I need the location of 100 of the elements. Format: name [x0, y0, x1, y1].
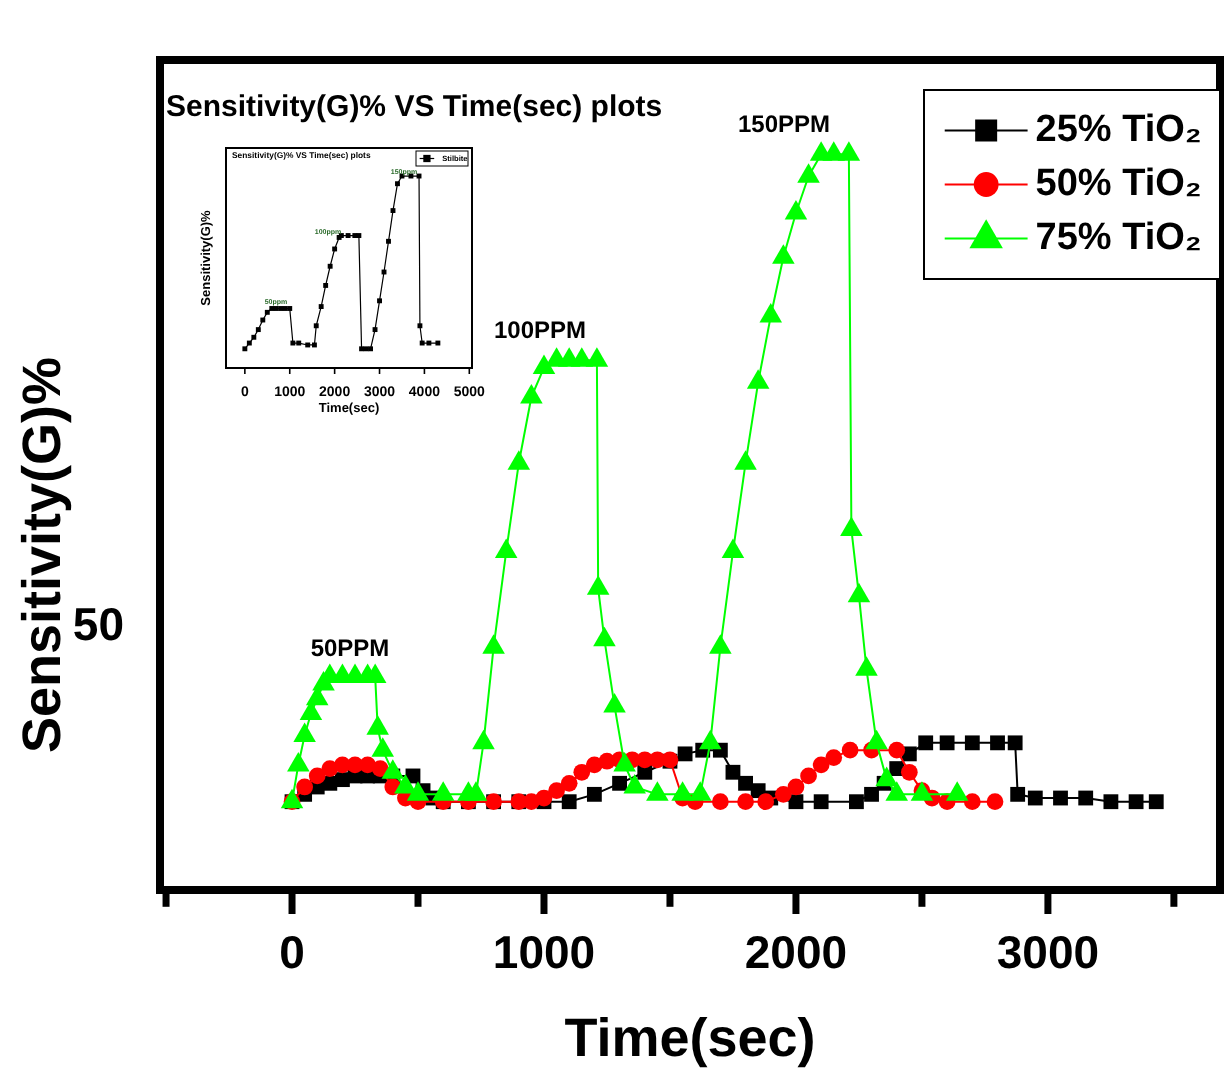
point: [623, 773, 646, 794]
point: [371, 760, 389, 777]
point: [677, 746, 693, 762]
point: [280, 788, 304, 809]
point: [287, 751, 310, 772]
point: [825, 749, 843, 766]
point: [264, 309, 270, 315]
point: [840, 516, 863, 536]
point: [296, 778, 313, 796]
point: [1148, 794, 1164, 810]
point: [507, 450, 531, 470]
point: [394, 773, 417, 794]
point: [612, 775, 627, 791]
x-tick-label: 2000: [744, 926, 848, 978]
point: [709, 634, 732, 654]
y-axis-title: Sensitivity(G)%: [12, 356, 72, 754]
point: [797, 163, 820, 183]
point: [532, 354, 556, 375]
point: [251, 334, 257, 340]
point: [464, 781, 488, 801]
point: [406, 781, 430, 801]
point: [646, 781, 669, 801]
x-axis-title: Time(sec): [564, 1008, 816, 1068]
point: [939, 735, 955, 751]
point: [318, 304, 324, 310]
text: 150PPM: [737, 110, 831, 139]
point: [888, 741, 906, 759]
point: [431, 781, 455, 801]
point: [381, 759, 405, 779]
point: [772, 244, 795, 264]
point: [1128, 794, 1144, 810]
point: [885, 781, 908, 801]
point: [417, 323, 423, 329]
text: 50: [72, 598, 124, 651]
x-tick-label: 3000: [996, 926, 1100, 978]
point: [548, 782, 565, 800]
point: [945, 781, 969, 801]
point: [293, 722, 316, 742]
point: [800, 767, 817, 785]
point: [1010, 786, 1026, 802]
point: [482, 634, 505, 654]
point: [711, 793, 729, 811]
point: [371, 737, 394, 757]
point: [586, 575, 610, 595]
point: [990, 735, 1005, 751]
point: [327, 263, 333, 269]
point: [865, 729, 888, 750]
point: [757, 793, 775, 811]
point: [900, 763, 918, 781]
annotation: 50PPM: [310, 634, 390, 663]
point: [734, 450, 757, 470]
point: [585, 347, 609, 367]
point: [255, 327, 261, 333]
point: [671, 781, 694, 801]
point: [964, 735, 980, 751]
legend-label: 50% TiO₂: [1035, 162, 1202, 205]
point: [986, 793, 1004, 811]
legend-label: 25% TiO₂: [1035, 108, 1202, 151]
point: [688, 781, 712, 801]
point: [603, 693, 626, 713]
point: [573, 763, 591, 781]
point: [787, 778, 805, 796]
point: [746, 369, 770, 389]
point: [699, 729, 722, 750]
point: [847, 582, 871, 603]
point: [759, 303, 783, 323]
point: [837, 141, 861, 161]
point: [1027, 790, 1043, 806]
point: [738, 775, 753, 791]
point: [849, 794, 864, 810]
point: [855, 656, 878, 676]
x-tick-label: 0: [279, 926, 305, 978]
point: [725, 764, 741, 780]
point: [561, 794, 577, 810]
x-tick-label: 1000: [492, 926, 596, 978]
point: [560, 774, 578, 792]
point: [613, 751, 636, 772]
point: [1103, 794, 1119, 810]
point: [586, 786, 602, 802]
point: [313, 323, 319, 329]
point: [774, 785, 792, 803]
point: [721, 538, 745, 559]
point: [535, 789, 553, 807]
point: [472, 729, 495, 750]
point: [784, 200, 808, 220]
point: [737, 793, 754, 811]
point: [366, 715, 389, 735]
chart-title: Sensitivity(G)% VS Time(sec) plots: [166, 90, 663, 124]
point: [864, 786, 879, 802]
point: [1007, 735, 1023, 751]
legend-label: 75% TiO₂: [1035, 216, 1202, 259]
point: [813, 794, 829, 810]
point: [242, 346, 248, 352]
point: [918, 735, 934, 751]
point: [593, 626, 616, 647]
point: [494, 538, 518, 559]
point: [520, 383, 543, 404]
point: [1078, 790, 1094, 806]
point: [812, 756, 830, 774]
point: [1053, 790, 1068, 806]
